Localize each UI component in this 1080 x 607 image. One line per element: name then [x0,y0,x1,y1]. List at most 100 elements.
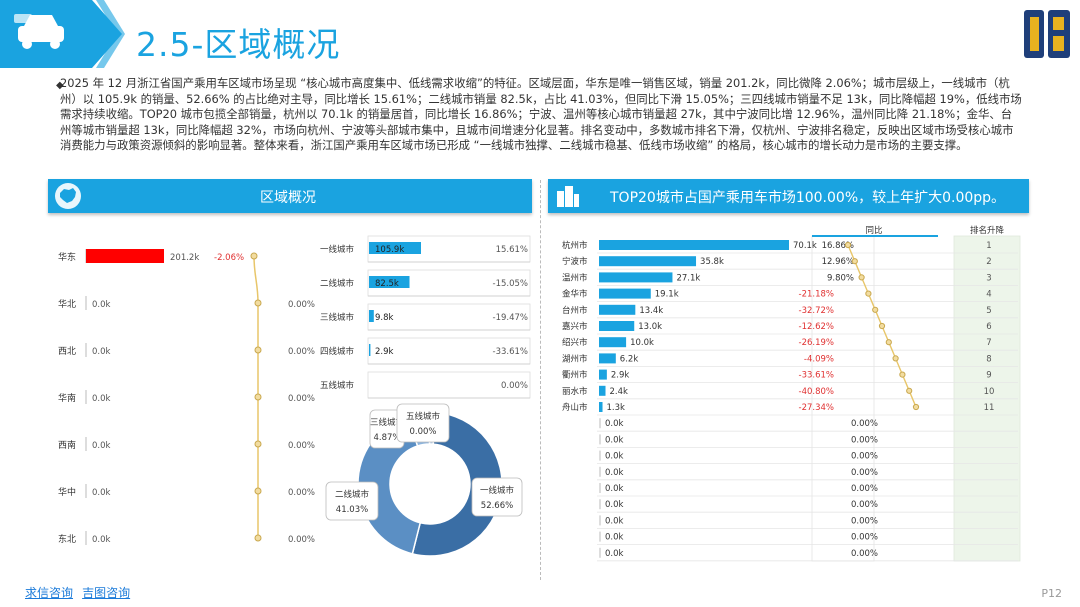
city-label: 湖州市 [562,353,588,364]
region-yoy-label: 0.00% [288,441,315,451]
city-bar [599,240,789,250]
tier-yoy-label: 0.00% [501,381,528,391]
footer-links: 求信咨询 吉图咨询 [25,582,130,601]
footer-link-jitu[interactable]: 吉图咨询 [82,586,131,600]
city-rank: 7 [986,338,991,348]
donut-callout-share: 52.66% [481,501,513,511]
city-label: 温州市 [562,272,588,283]
city-rank: 10 [984,387,995,397]
empty-bar [599,434,601,445]
footer-link-qiuxin[interactable]: 求信咨询 [25,586,74,600]
city-value-label: 1.3k [607,403,626,413]
city-bar [599,304,636,315]
empty-bar [599,466,601,477]
tier-yoy-label: 15.61% [496,245,528,255]
region-yoy-point [254,299,262,307]
city-value-label: 13.0k [638,322,662,332]
city-bar [599,369,607,380]
city-label: 舟山市 [562,402,588,413]
left-panel-title: 区域概况 [260,190,316,206]
bullet-icon: ◆ [56,80,64,91]
city-yoy-point [844,241,852,249]
panel-divider [540,180,541,580]
tier-bar [369,242,421,254]
building-icon [557,186,579,207]
city-label: 金华市 [562,289,588,300]
city-bar [599,353,616,364]
donut-callout-name: 五线城市 [406,411,441,422]
tier-yoy-label: -15.05% [493,279,528,289]
page-title: 2.5-区域概况 [136,25,341,64]
city-label: 绍兴市 [562,337,588,348]
city-label: 丽水市 [562,386,588,397]
region-yoy-label: 0.00% [288,300,315,310]
empty-value-label: 0.0k [605,549,624,559]
empty-yoy-label: 0.00% [851,452,878,462]
city-yoy-point [906,387,913,394]
empty-bar [599,515,601,526]
tier-value-label: 82.5k [375,279,399,289]
region-label: 华东 [58,251,76,263]
donut-callout-box [471,477,523,517]
city-value-label: 19.1k [655,290,679,300]
tier-value-label: 105.9k [375,245,404,255]
tier-chart: 一线城市 105.9k 15.61% 二线城市 82.5k -15.05% 三线城市 9.8k… [320,235,531,399]
city-yoy-point [851,258,858,265]
donut-slice [411,411,503,557]
region-yoy-point [254,487,262,495]
city-label: 宁波市 [562,256,588,267]
city-value-label: 27.1k [676,273,700,283]
city-label: 衢州市 [562,370,588,381]
city-bar [599,272,673,283]
tier-bar [369,310,374,322]
donut-callout-share: 41.03% [336,505,368,515]
region-bar [86,249,164,263]
empty-yoy-label: 0.00% [851,435,878,445]
city-value-label: 6.2k [620,354,639,364]
city-rank: 4 [986,290,991,300]
donut-callout-share: 4.87% [373,433,400,443]
empty-bar [599,499,601,510]
city-yoy-label: -4.09% [804,354,834,364]
city-yoy-point [872,306,879,313]
city-rank: 3 [986,273,991,283]
city-rank: 8 [986,354,991,364]
header-banner [0,0,125,68]
city-yoy-label: 16.86% [822,241,854,251]
tier-share-donut: 一线城市 52.66% 二线城市 41.03% 三线城市 4.87% 五线城市 0.00% [325,403,523,557]
region-label: 西南 [58,439,76,451]
donut-callout-name: 一线城市 [480,485,515,496]
city-yoy-label: -12.62% [799,322,834,332]
donut-callout-name: 二线城市 [335,489,370,500]
tier-yoy-label: -33.61% [493,347,528,357]
right-panel-title: TOP20城市占国产乘用车市场100.00%，较上年扩大0.00pp。 [610,190,1006,206]
tier-label: 二线城市 [320,278,355,289]
city-yoy-label: -40.80% [799,387,834,397]
tier-bar [369,276,410,288]
region-axis-tick [85,484,87,498]
donut-callout-box [396,403,450,443]
region-yoy-point [254,440,262,448]
city-yoy-label: -32.72% [799,306,834,316]
region-yoy-label: 0.00% [288,347,315,357]
region-axis-tick [85,343,87,357]
empty-bar [599,483,601,493]
tier-yoy-label: -19.47% [493,313,528,323]
donut-callout-name: 三线城市 [370,417,405,428]
city-yoy-label: -21.18% [799,290,834,300]
region-axis-tick [85,531,87,545]
region-value-label: 0.0k [92,300,111,310]
city-yoy-label: -26.19% [799,338,834,348]
empty-value-label: 0.0k [605,500,624,510]
region-yoy-label: 0.00% [288,394,315,404]
region-value-label: 0.0k [92,535,111,545]
empty-value-label: 0.0k [605,484,624,494]
city-bar [599,402,603,412]
empty-yoy-label: 0.00% [851,516,878,526]
city-rank: 6 [986,322,991,332]
empty-value-label: 0.0k [605,533,624,543]
city-bar [599,385,606,396]
city-label: 台州市 [562,305,588,316]
tier-value-label: 9.8k [375,313,394,323]
empty-yoy-label: 0.00% [851,468,878,478]
